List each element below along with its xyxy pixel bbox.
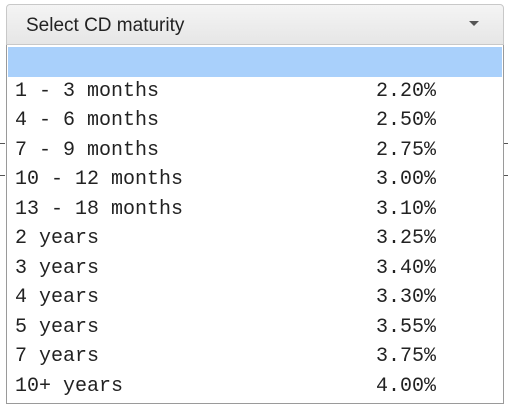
option[interactable]: 5 years 3.55% <box>8 313 502 343</box>
option-rate: 3.40% <box>376 256 437 280</box>
option-rate: 3.00% <box>376 168 437 191</box>
option-label: 13 - 18 months <box>15 197 184 221</box>
option-rate: 3.10% <box>376 197 437 221</box>
option-rate: 2.20% <box>376 79 437 103</box>
option[interactable]: 2 years 3.25% <box>8 224 502 254</box>
background-line <box>504 175 508 176</box>
option-rate: 2.50% <box>376 109 437 132</box>
option[interactable]: 10 - 12 months 3.00% <box>8 165 502 195</box>
option-rate: 3.75% <box>376 345 437 368</box>
option[interactable]: 10+ years 4.00% <box>8 372 502 402</box>
background-line <box>0 175 5 176</box>
option-rate: 3.30% <box>376 286 437 309</box>
dropdown-list: Select CD maturity 1 - 3 months 2.20% 4 - … <box>6 45 504 404</box>
option-rate: 3.25% <box>376 227 437 250</box>
option-label: 4 years <box>15 286 100 309</box>
option[interactable]: 3 years 3.40% <box>8 254 502 284</box>
option-rate: 2.75% <box>376 138 437 162</box>
option-label: 2 years <box>15 227 100 250</box>
option[interactable]: 4 - 6 months 2.50% <box>8 106 502 136</box>
option-label: 3 years <box>15 256 100 280</box>
option[interactable]: 7 - 9 months 2.75% <box>8 136 502 166</box>
option-rate: 3.55% <box>376 315 437 339</box>
option-placeholder[interactable]: Select CD maturity <box>8 47 502 103</box>
option-label: Select CD maturity <box>15 79 232 103</box>
background-line <box>0 143 5 144</box>
option-label: 7 years <box>15 345 100 368</box>
option-label: 7 - 9 months <box>15 138 160 162</box>
select-box[interactable]: Select CD maturity <box>6 4 504 45</box>
option-label: 1 - 3 months <box>15 79 160 103</box>
option-label: 5 years <box>15 315 100 339</box>
option-label: 4 - 6 months <box>15 109 160 132</box>
dropdown-caret <box>469 21 479 26</box>
option[interactable]: 4 years 3.30% <box>8 283 502 313</box>
option-label: 10 - 12 months <box>15 168 184 191</box>
option-rate: 4.00% <box>376 374 437 398</box>
background-line <box>504 143 508 144</box>
option-label: 10+ years <box>15 374 124 398</box>
option[interactable]: 1 - 3 months 2.20% <box>8 77 502 107</box>
option[interactable]: 7 years 3.75% <box>8 342 502 372</box>
select-value: Select CD maturity <box>26 15 185 36</box>
option[interactable]: 13 - 18 months 3.10% <box>8 195 502 225</box>
